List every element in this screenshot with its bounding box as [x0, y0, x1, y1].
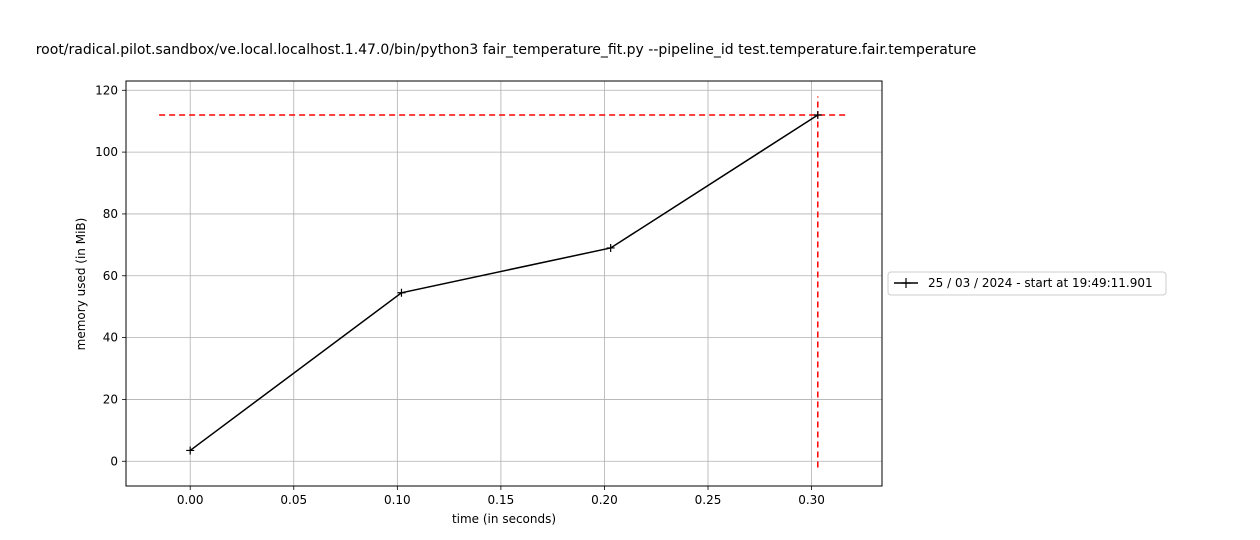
legend: 25 / 03 / 2024 - start at 19:49:11.901 — [887, 271, 1167, 296]
x-tick-label: 0.20 — [591, 493, 618, 507]
legend-box — [887, 271, 1167, 296]
x-tick-label: 0.25 — [695, 493, 722, 507]
data-point-marker — [397, 288, 406, 297]
y-axis-ticks: 0 20 40 60 80 100 120 — [95, 83, 126, 468]
reference-lines — [159, 96, 849, 468]
x-tick-label: 0.00 — [177, 493, 204, 507]
x-tick-label: 0.10 — [384, 493, 411, 507]
y-tick-label: 120 — [95, 83, 118, 97]
y-tick-label: 0 — [110, 454, 118, 468]
legend-label: 25 / 03 / 2024 - start at 19:49:11.901 — [928, 276, 1153, 290]
chart-title: root/radical.pilot.sandbox/ve.local.loca… — [36, 42, 977, 58]
legend-marker-swatch — [901, 278, 911, 288]
series-layer — [186, 111, 822, 455]
x-axis-label: time (in seconds) — [452, 512, 556, 526]
y-tick-label: 40 — [103, 331, 118, 345]
y-tick-label: 20 — [103, 392, 118, 406]
x-tick-label: 0.30 — [798, 493, 825, 507]
grid-lines — [126, 81, 882, 486]
data-point-marker — [813, 111, 822, 120]
plot-frame — [125, 80, 883, 487]
y-tick-label: 60 — [103, 269, 118, 283]
plot-area — [125, 80, 883, 487]
x-axis-ticks: 0.00 0.05 0.10 0.15 0.20 0.25 0.30 — [177, 486, 825, 507]
y-axis-label: memory used (in MiB) — [74, 218, 88, 351]
data-point-marker — [186, 446, 195, 455]
x-tick-label: 0.15 — [488, 493, 515, 507]
data-point-marker — [606, 243, 615, 252]
y-tick-label: 100 — [95, 145, 118, 159]
series-line — [189, 114, 819, 452]
x-tick-label: 0.05 — [280, 493, 307, 507]
y-tick-label: 80 — [103, 207, 118, 221]
